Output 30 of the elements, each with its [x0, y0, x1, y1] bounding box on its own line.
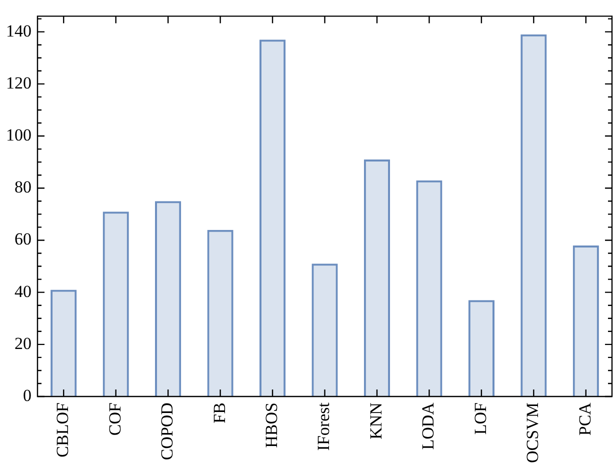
x-tick-label: LODA	[418, 402, 438, 450]
x-tick-label: COPOD	[158, 402, 177, 460]
x-tick-label: PCA	[575, 402, 594, 436]
bar	[572, 245, 599, 397]
y-tick-label: 20	[14, 334, 32, 353]
x-tick-label: IForest	[314, 402, 334, 451]
bar	[468, 300, 494, 397]
bar	[312, 264, 338, 397]
bar	[416, 180, 442, 397]
x-tick-label: LOF	[470, 402, 490, 435]
bar	[520, 34, 547, 397]
bar	[259, 40, 286, 397]
x-tick-label: FB	[210, 402, 229, 424]
x-tick-label: OCSVM	[523, 402, 542, 464]
y-tick-label: 80	[14, 178, 32, 197]
bar	[207, 230, 234, 397]
y-tick-label: 40	[14, 282, 32, 301]
bar	[50, 290, 77, 397]
bar	[102, 212, 129, 397]
x-tick-label: HBOS	[262, 402, 281, 448]
y-tick-label: 0	[23, 386, 32, 406]
y-tick-label: 60	[14, 230, 32, 249]
bar	[155, 201, 182, 397]
y-tick-label: 140	[6, 21, 32, 40]
x-tick-label: CBLOF	[53, 402, 72, 458]
y-tick-label: 100	[6, 126, 32, 144]
x-tick-label: COF	[105, 402, 124, 436]
y-tick-label: 120	[6, 73, 32, 92]
x-tick-label: KNN	[366, 402, 386, 440]
bar	[364, 159, 390, 397]
